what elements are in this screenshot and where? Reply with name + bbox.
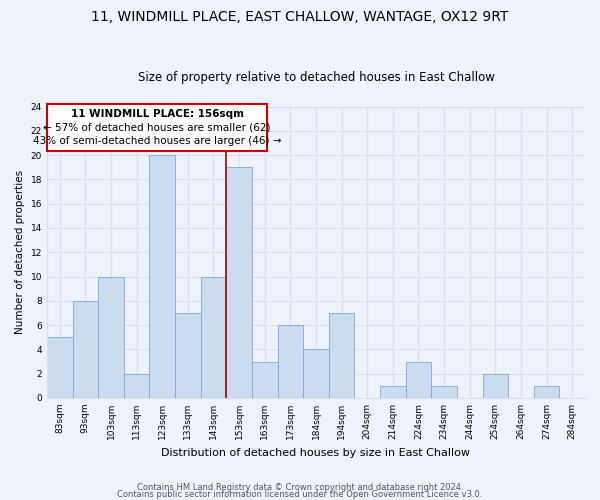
- Bar: [124, 374, 149, 398]
- Bar: [278, 325, 303, 398]
- Text: 11, WINDMILL PLACE, EAST CHALLOW, WANTAGE, OX12 9RT: 11, WINDMILL PLACE, EAST CHALLOW, WANTAG…: [91, 10, 509, 24]
- Bar: [329, 313, 355, 398]
- Title: Size of property relative to detached houses in East Challow: Size of property relative to detached ho…: [137, 72, 494, 85]
- Bar: [431, 386, 457, 398]
- Y-axis label: Number of detached properties: Number of detached properties: [15, 170, 25, 334]
- Bar: [406, 362, 431, 398]
- Text: 11 WINDMILL PLACE: 156sqm: 11 WINDMILL PLACE: 156sqm: [71, 109, 244, 119]
- Bar: [303, 350, 329, 398]
- Bar: [47, 104, 267, 152]
- Bar: [482, 374, 508, 398]
- Bar: [98, 276, 124, 398]
- Bar: [175, 313, 200, 398]
- Bar: [534, 386, 559, 398]
- Text: Contains public sector information licensed under the Open Government Licence v3: Contains public sector information licen…: [118, 490, 482, 499]
- Bar: [149, 155, 175, 398]
- Bar: [73, 301, 98, 398]
- Text: 43% of semi-detached houses are larger (46) →: 43% of semi-detached houses are larger (…: [33, 136, 281, 145]
- X-axis label: Distribution of detached houses by size in East Challow: Distribution of detached houses by size …: [161, 448, 470, 458]
- Bar: [226, 167, 252, 398]
- Bar: [47, 337, 73, 398]
- Text: Contains HM Land Registry data © Crown copyright and database right 2024.: Contains HM Land Registry data © Crown c…: [137, 484, 463, 492]
- Bar: [252, 362, 278, 398]
- Text: ← 57% of detached houses are smaller (62): ← 57% of detached houses are smaller (62…: [43, 122, 271, 132]
- Bar: [380, 386, 406, 398]
- Bar: [200, 276, 226, 398]
